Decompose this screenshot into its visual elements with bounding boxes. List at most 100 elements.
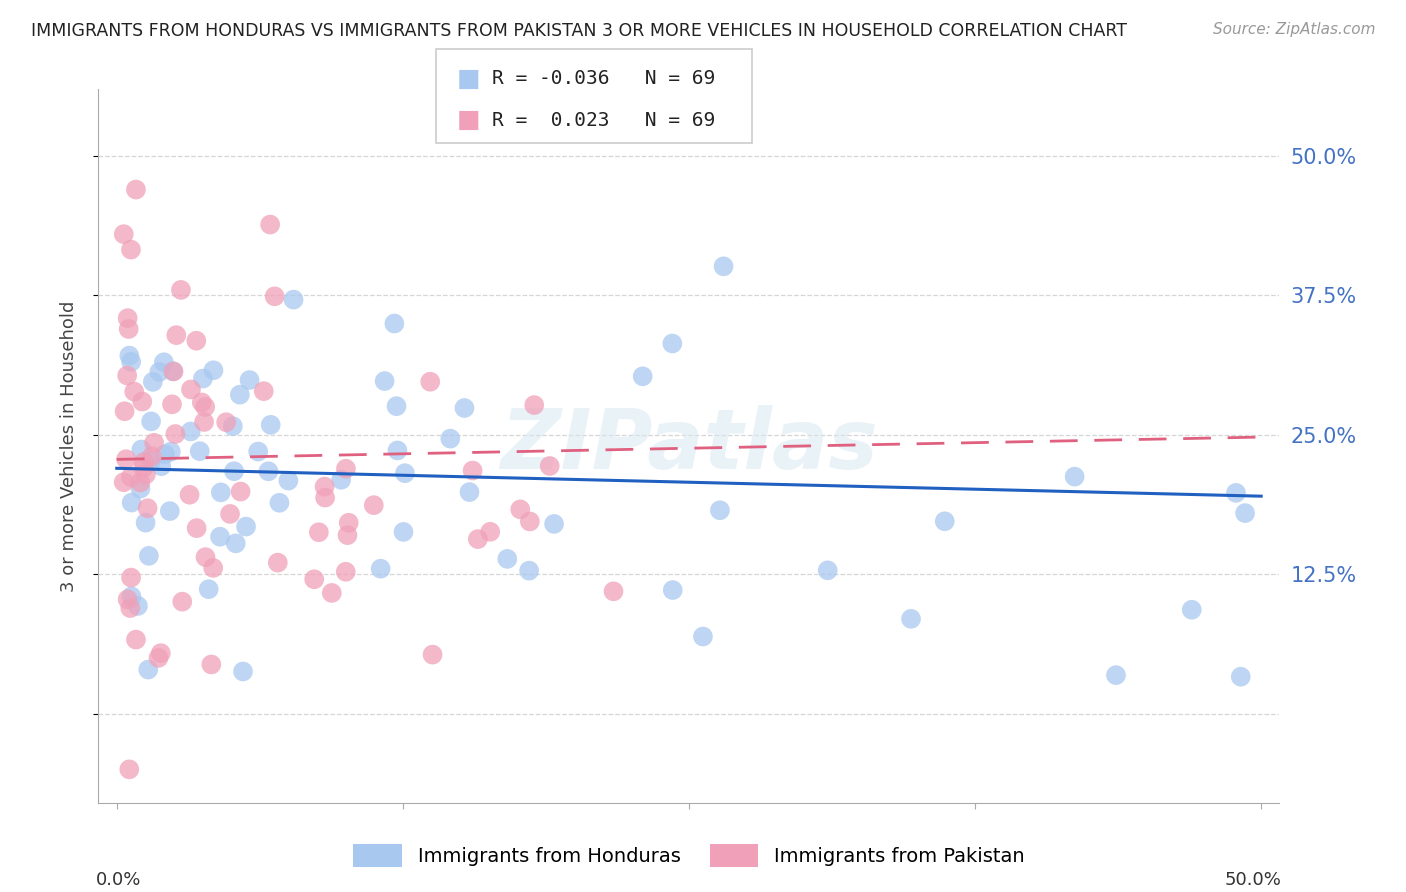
Point [159,504,181,518]
Y-axis label: 3 or more Vehicles in Household: 3 or more Vehicles in Household [59,301,77,591]
Point [458,485,481,500]
Point [336,528,359,542]
Text: ■: ■ [457,67,481,90]
Point [387,443,409,458]
Point [314,491,336,505]
Point [150,459,173,474]
Point [172,594,194,608]
Point [165,328,187,343]
Point [180,383,202,397]
Point [661,336,683,351]
Point [135,467,157,482]
Point [219,507,242,521]
Point [118,349,141,363]
Point [479,524,502,539]
Point [153,447,176,461]
Point [267,556,290,570]
Point [229,484,252,499]
Point [247,444,270,458]
Point [122,384,145,399]
Point [385,399,408,413]
Point [422,648,444,662]
Point [263,289,285,303]
Point [543,516,565,531]
Point [148,365,170,379]
Point [1225,486,1247,500]
Point [308,525,330,540]
Point [392,524,415,539]
Point [453,401,475,415]
Point [120,470,142,484]
Point [202,363,225,377]
Point [335,461,357,475]
Point [115,452,138,467]
Point [202,561,225,575]
Point [149,646,172,660]
Point [269,496,291,510]
Point [215,415,238,429]
Point [197,582,219,597]
Point [709,503,731,517]
Point [283,293,305,307]
Point [229,387,252,401]
Point [1234,506,1257,520]
Point [222,419,245,434]
Point [337,516,360,530]
Point [519,515,541,529]
Point [330,473,353,487]
Point [257,464,280,478]
Point [120,601,142,615]
Point [120,571,142,585]
Point [496,552,519,566]
Point [180,425,202,439]
Point [238,373,260,387]
Point [159,444,181,458]
Point [112,227,135,241]
Point [209,485,232,500]
Point [817,563,839,577]
Point [321,586,343,600]
Point [148,651,170,665]
Point [118,322,141,336]
Point [136,501,159,516]
Point [162,364,184,378]
Point [260,417,283,432]
Point [1229,670,1251,684]
Text: R = -0.036   N = 69: R = -0.036 N = 69 [492,69,716,88]
Point [118,762,141,776]
Point [277,474,299,488]
Point [523,398,546,412]
Point [314,480,336,494]
Text: 50.0%: 50.0% [1225,871,1282,888]
Point [461,464,484,478]
Point [253,384,276,399]
Text: IMMIGRANTS FROM HONDURAS VS IMMIGRANTS FROM PAKISTAN 3 OR MORE VEHICLES IN HOUSE: IMMIGRANTS FROM HONDURAS VS IMMIGRANTS F… [31,22,1128,40]
Point [131,442,153,457]
Point [509,502,531,516]
Point [129,475,152,490]
Point [467,532,489,546]
Point [394,466,416,480]
Point [120,355,142,369]
Point [117,592,139,607]
Point [165,427,187,442]
Point [302,572,325,586]
Text: Source: ZipAtlas.com: Source: ZipAtlas.com [1212,22,1375,37]
Point [517,564,540,578]
Point [132,455,155,469]
Point [142,375,165,389]
Point [120,243,142,257]
Point [934,514,956,528]
Point [194,400,217,414]
Point [121,495,143,509]
Point [713,260,735,274]
Point [191,371,214,385]
Point [235,519,257,533]
Point [129,482,152,496]
Point [692,630,714,644]
Point [136,663,159,677]
Point [538,458,561,473]
Legend: Immigrants from Honduras, Immigrants from Pakistan: Immigrants from Honduras, Immigrants fro… [346,836,1032,875]
Point [153,355,176,369]
Text: 0.0%: 0.0% [96,871,142,888]
